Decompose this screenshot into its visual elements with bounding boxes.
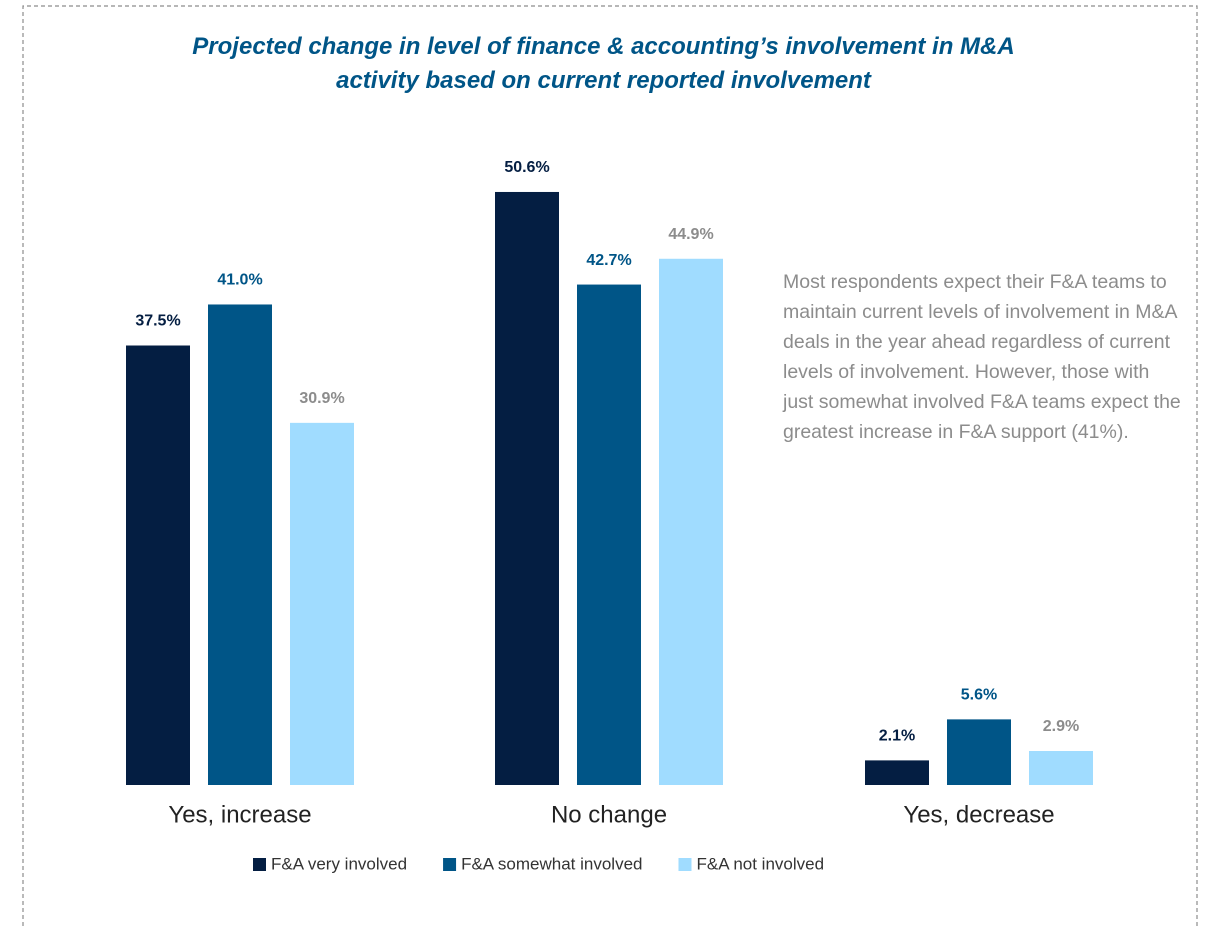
x-tick-label: Yes, decrease: [903, 801, 1054, 828]
title-box: Projected change in level of finance & a…: [0, 30, 1207, 98]
bar: [1029, 751, 1093, 785]
x-tick-label: No change: [551, 801, 667, 828]
bar: [126, 345, 190, 785]
data-label: 41.0%: [217, 272, 262, 289]
legend-label: F&A very involved: [271, 854, 407, 873]
data-label: 42.7%: [586, 252, 631, 269]
data-label: 50.6%: [504, 159, 549, 176]
bar: [659, 258, 723, 786]
data-label: 2.9%: [1043, 718, 1079, 735]
x-tick-label: Yes, increase: [168, 801, 311, 828]
data-label: 37.5%: [135, 313, 180, 330]
legend-swatch: [443, 858, 457, 871]
chart-title: Projected change in level of finance & a…: [192, 33, 1015, 94]
bar: [577, 284, 641, 785]
data-label: 2.1%: [879, 728, 915, 745]
legend-swatch: [678, 858, 692, 871]
bar: [495, 191, 559, 785]
bar: [947, 719, 1011, 785]
legend-label: F&A somewhat involved: [461, 854, 642, 873]
bar: [208, 304, 272, 785]
bar: [865, 760, 929, 785]
data-label: 44.9%: [668, 226, 713, 243]
bar: [290, 422, 354, 785]
annotation: Most respondents expect their F&A teams …: [783, 271, 1181, 443]
legend-label: F&A not involved: [696, 854, 824, 873]
data-label: 5.6%: [961, 687, 997, 704]
data-label: 30.9%: [299, 390, 344, 407]
frame: [22, 5, 1198, 926]
legend-swatch: [253, 858, 266, 871]
